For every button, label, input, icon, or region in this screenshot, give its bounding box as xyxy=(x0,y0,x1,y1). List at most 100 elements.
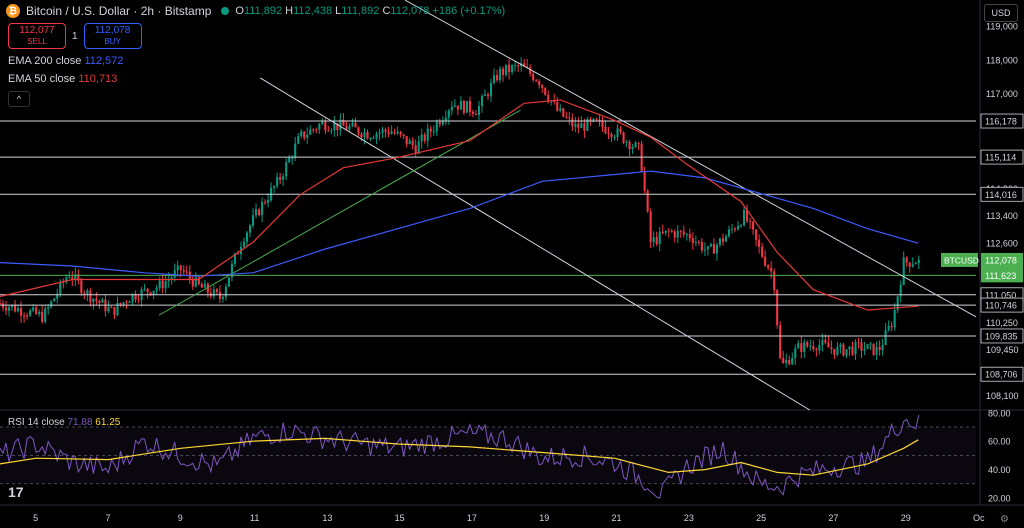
candle-body xyxy=(911,264,914,267)
high-label: H xyxy=(285,5,294,17)
candle-body xyxy=(321,121,324,125)
candle-body xyxy=(360,133,363,138)
candle-body xyxy=(580,123,583,128)
candle-body xyxy=(872,343,875,355)
sell-button[interactable]: 112,077 SELL xyxy=(8,23,66,49)
candle-body xyxy=(613,137,616,139)
rsi-legend[interactable]: RSI 14 close 71.88 61.25 xyxy=(8,417,120,428)
price-tick-label: 118,000 xyxy=(986,55,1018,65)
candle-body xyxy=(610,134,613,138)
candle-body xyxy=(634,142,637,147)
candle-body xyxy=(324,121,327,131)
price-tick-label: 110,250 xyxy=(986,318,1018,328)
candle-body xyxy=(264,201,267,203)
candle-body xyxy=(366,132,369,139)
candle-body xyxy=(456,105,459,110)
candle-body xyxy=(514,65,517,67)
ema50-value: 110,713 xyxy=(78,73,118,85)
symbol-title[interactable]: Bitcoin / U.S. Dollar · 2h · Bitstamp xyxy=(26,4,212,18)
ohlc-values: O111,892 H112,438 L111,892 C112,078 +186… xyxy=(235,5,505,17)
candle-body xyxy=(761,246,764,257)
gear-icon[interactable]: ⚙ xyxy=(1000,514,1009,525)
candle-body xyxy=(489,82,493,97)
rsi-ma-value: 61.25 xyxy=(95,417,121,428)
close-label: C xyxy=(382,5,391,17)
candle-body xyxy=(450,106,453,111)
currency-selector[interactable]: USD xyxy=(984,4,1018,22)
candle-body xyxy=(107,307,110,312)
candle-body xyxy=(541,84,544,88)
candle-body xyxy=(399,131,402,135)
candle-body xyxy=(851,346,854,355)
candle-body xyxy=(842,344,845,356)
candle-body xyxy=(547,94,550,102)
ema50-legend[interactable]: EMA 50 close 110,713 xyxy=(8,73,117,85)
ema200-legend[interactable]: EMA 200 close 112,572 xyxy=(8,55,123,67)
candle-body xyxy=(670,231,673,233)
candle-body xyxy=(908,262,911,267)
candle-body xyxy=(342,119,345,126)
candle-body xyxy=(197,277,200,285)
candle-body xyxy=(71,276,74,280)
candle-body xyxy=(288,157,291,163)
chevron-up-icon: ^ xyxy=(16,94,22,104)
candle-body xyxy=(860,342,863,351)
level-label: 111,050 xyxy=(985,290,1016,300)
buy-button[interactable]: 112,078 BUY xyxy=(83,23,142,49)
candle-body xyxy=(282,176,285,180)
candle-body xyxy=(703,249,706,251)
candle-body xyxy=(595,118,598,120)
candle-body xyxy=(676,230,679,238)
candle-body xyxy=(161,280,164,289)
rsi-tick-label: 40.00 xyxy=(988,465,1011,475)
candle-body xyxy=(727,229,731,237)
candle-body xyxy=(179,265,182,271)
candle-body xyxy=(113,307,116,316)
candle-body xyxy=(526,66,529,68)
time-tick-label: 19 xyxy=(539,513,549,523)
time-tick-label: 5 xyxy=(33,513,38,523)
candle-body xyxy=(345,125,348,130)
time-tick-label: 7 xyxy=(105,513,110,523)
candle-body xyxy=(438,121,441,125)
candle-body xyxy=(471,111,474,114)
candle-body xyxy=(492,75,496,83)
candle-body xyxy=(661,231,664,234)
candle-body xyxy=(158,280,161,288)
candle-body xyxy=(378,132,381,134)
tradingview-logo-icon[interactable]: 17 xyxy=(8,484,24,500)
candle-body xyxy=(32,307,35,311)
candle-body xyxy=(706,246,709,250)
trade-buttons: 112,077 SELL 1 112,078 BUY xyxy=(8,23,142,49)
candle-body xyxy=(23,315,26,317)
candle-body xyxy=(444,117,447,121)
candle-body xyxy=(414,145,417,154)
candle-body xyxy=(384,129,387,132)
candle-body xyxy=(29,310,32,316)
spread-value: 1 xyxy=(72,30,78,42)
candle-body xyxy=(182,270,185,272)
candle-body xyxy=(423,134,426,141)
candle-body xyxy=(679,230,682,232)
level-label-box xyxy=(980,186,1024,202)
candle-body xyxy=(137,299,140,301)
candle-body xyxy=(477,106,481,116)
candle-body xyxy=(736,225,740,230)
candle-body xyxy=(474,113,478,116)
candle-body xyxy=(143,288,146,290)
collapse-legend-button[interactable]: ^ xyxy=(8,91,30,107)
candle-body xyxy=(881,344,884,351)
ema200-label: EMA 200 close xyxy=(8,55,82,67)
candle-body xyxy=(363,132,366,138)
price-tick-label: 119,000 xyxy=(986,21,1018,31)
candle-body xyxy=(830,347,833,349)
candle-body xyxy=(116,302,119,316)
candle-body xyxy=(529,67,532,74)
candle-body xyxy=(742,209,746,226)
candle-body xyxy=(10,305,14,308)
candle-body xyxy=(893,309,896,328)
ema200-line xyxy=(0,170,919,277)
candle-body xyxy=(303,131,306,138)
price-tick-label: 109,450 xyxy=(986,345,1019,355)
